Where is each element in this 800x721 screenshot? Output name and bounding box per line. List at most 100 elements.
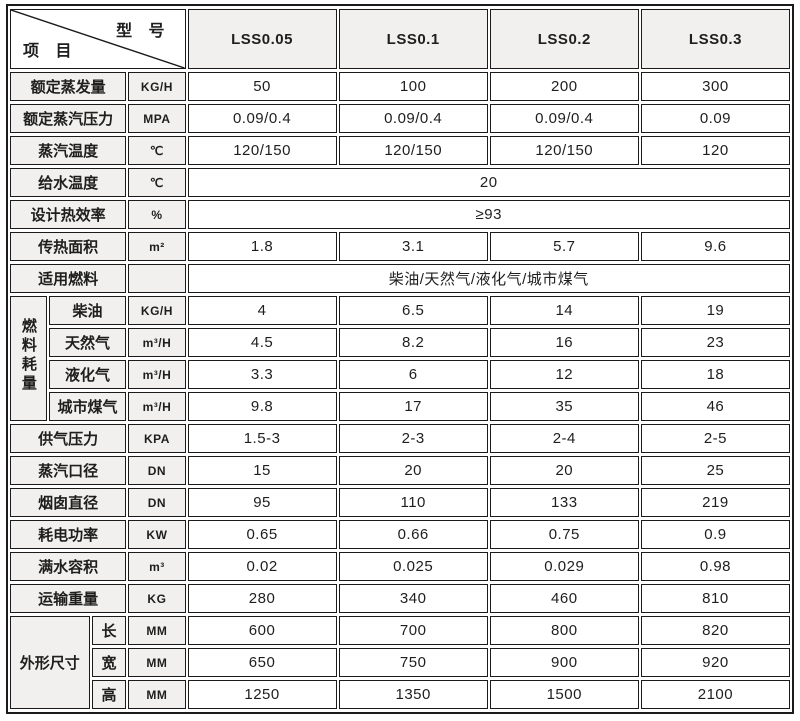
row-sublabel: 宽	[91, 648, 127, 677]
value-cell: 0.02	[187, 552, 337, 581]
value-cell: 20	[338, 456, 488, 485]
value-cell: 200	[489, 72, 639, 101]
row-label: 满水容积	[10, 552, 127, 581]
value-cell: 920	[640, 648, 790, 677]
row-sublabel: 柴油	[48, 296, 127, 325]
table-row: 蒸汽温度 ℃ 120/150 120/150 120/150 120	[10, 136, 790, 165]
value-cell: 3.1	[338, 232, 488, 261]
value-cell: 2100	[640, 680, 790, 709]
value-cell: 219	[640, 488, 790, 517]
value-cell: 14	[489, 296, 639, 325]
value-cell: 0.65	[187, 520, 337, 549]
value-cell: 460	[489, 584, 639, 613]
row-unit: m³/H	[128, 392, 186, 421]
table-row: 传热面积 m² 1.8 3.1 5.7 9.6	[10, 232, 790, 261]
row-unit	[128, 264, 186, 293]
value-cell: 5.7	[489, 232, 639, 261]
value-cell-span: 20	[187, 168, 790, 197]
value-cell: 650	[187, 648, 337, 677]
table-row: 适用燃料 柴油/天然气/液化气/城市煤气	[10, 264, 790, 293]
value-cell: 1250	[187, 680, 337, 709]
row-label: 设计热效率	[10, 200, 127, 229]
value-cell: 2-3	[338, 424, 488, 453]
diagonal-divider	[11, 10, 185, 68]
row-sublabel: 高	[91, 680, 127, 709]
table-row: 烟囱直径 DN 95 110 133 219	[10, 488, 790, 517]
value-cell: 0.09/0.4	[338, 104, 488, 133]
row-unit: MM	[128, 648, 186, 677]
value-cell: 1350	[338, 680, 488, 709]
value-cell: 120/150	[489, 136, 639, 165]
table-row: 运输重量 KG 280 340 460 810	[10, 584, 790, 613]
row-sublabel: 长	[91, 616, 127, 645]
value-cell: 133	[489, 488, 639, 517]
row-unit: KG	[128, 584, 186, 613]
value-cell: 0.09/0.4	[187, 104, 337, 133]
table-row: 液化气 m³/H 3.3 6 12 18	[10, 360, 790, 389]
table-row: 额定蒸汽压力 MPA 0.09/0.4 0.09/0.4 0.09/0.4 0.…	[10, 104, 790, 133]
table-row: 设计热效率 % ≥93	[10, 200, 790, 229]
value-cell-span: ≥93	[187, 200, 790, 229]
value-cell: 820	[640, 616, 790, 645]
value-cell: 1.5-3	[187, 424, 337, 453]
value-cell: 8.2	[338, 328, 488, 357]
corner-label-model: 型 号	[116, 23, 171, 40]
row-label: 适用燃料	[10, 264, 127, 293]
value-cell: 0.029	[489, 552, 639, 581]
table-row: 满水容积 m³ 0.02 0.025 0.029 0.98	[10, 552, 790, 581]
value-cell: 100	[338, 72, 488, 101]
value-cell: 35	[489, 392, 639, 421]
header-row: 型 号 项 目 LSS0.05 LSS0.1 LSS0.2 LSS0.3	[10, 9, 790, 69]
row-label: 额定蒸汽压力	[10, 104, 127, 133]
value-cell: 120	[640, 136, 790, 165]
value-cell: 2-5	[640, 424, 790, 453]
value-cell: 9.6	[640, 232, 790, 261]
row-unit: m³	[128, 552, 186, 581]
value-cell: 95	[187, 488, 337, 517]
table-row: 外形尺寸 长 MM 600 700 800 820	[10, 616, 790, 709]
value-cell: 0.9	[640, 520, 790, 549]
value-cell: 0.75	[489, 520, 639, 549]
value-cell: 750	[338, 648, 488, 677]
value-cell: 0.66	[338, 520, 488, 549]
table-row: 城市煤气 m³/H 9.8 17 35 46	[10, 392, 790, 421]
value-cell: 50	[187, 72, 337, 101]
model-header: LSS0.1	[338, 9, 488, 69]
row-sublabel: 天然气	[48, 328, 127, 357]
row-unit: m³/H	[128, 360, 186, 389]
value-cell: 120/150	[187, 136, 337, 165]
row-label: 蒸汽温度	[10, 136, 127, 165]
spec-table: 型 号 项 目 LSS0.05 LSS0.1 LSS0.2 LSS0.3 额定蒸…	[6, 4, 794, 714]
row-label: 额定蒸发量	[10, 72, 127, 101]
value-cell: 110	[338, 488, 488, 517]
table-row: 高 MM 1250 1350 1500 2100	[10, 680, 790, 709]
row-label: 给水温度	[10, 168, 127, 197]
row-unit: DN	[128, 488, 186, 517]
table-row: 宽 MM 650 750 900 920	[10, 648, 790, 677]
row-unit: m³/H	[128, 328, 186, 357]
table-row: 耗电功率 KW 0.65 0.66 0.75 0.9	[10, 520, 790, 549]
value-cell: 0.025	[338, 552, 488, 581]
row-unit: m²	[128, 232, 186, 261]
row-label: 供气压力	[10, 424, 127, 453]
value-cell: 23	[640, 328, 790, 357]
value-cell: 300	[640, 72, 790, 101]
row-label: 耗电功率	[10, 520, 127, 549]
row-unit: ℃	[128, 136, 186, 165]
value-cell: 6.5	[338, 296, 488, 325]
row-unit: MPA	[128, 104, 186, 133]
table-row: 给水温度 ℃ 20	[10, 168, 790, 197]
value-cell: 18	[640, 360, 790, 389]
value-cell: 46	[640, 392, 790, 421]
row-unit: KG/H	[128, 72, 186, 101]
row-unit: MM	[128, 680, 186, 709]
value-cell: 15	[187, 456, 337, 485]
group-label-dimensions: 外形尺寸	[10, 616, 90, 709]
value-cell: 1.8	[187, 232, 337, 261]
value-cell: 25	[640, 456, 790, 485]
row-unit: KPA	[128, 424, 186, 453]
row-unit: KW	[128, 520, 186, 549]
value-cell: 700	[338, 616, 488, 645]
model-header: LSS0.3	[640, 9, 790, 69]
value-cell: 810	[640, 584, 790, 613]
